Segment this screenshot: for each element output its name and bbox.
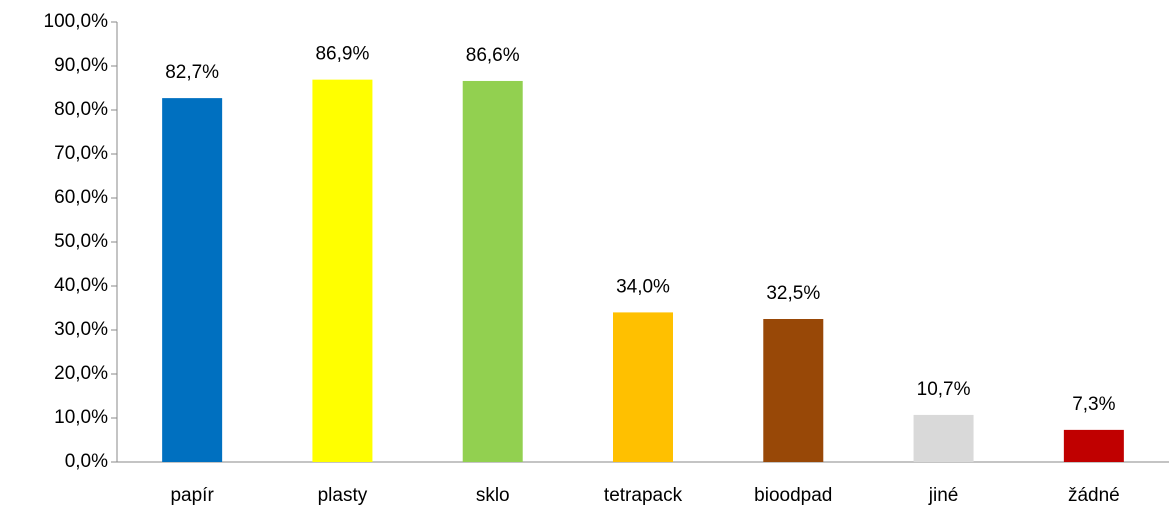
bar	[913, 414, 974, 462]
y-tick-label: 40,0%	[54, 275, 108, 296]
bar	[462, 80, 523, 463]
bar	[312, 79, 373, 462]
y-tick-label: 80,0%	[54, 99, 108, 120]
y-tick-label: 60,0%	[54, 187, 108, 208]
y-tick-label: 20,0%	[54, 363, 108, 384]
value-label: 82,7%	[165, 62, 219, 83]
value-label: 7,3%	[1072, 394, 1115, 415]
value-label: 10,7%	[917, 379, 971, 400]
bar	[613, 312, 673, 462]
x-tick-label: plasty	[318, 485, 368, 506]
y-tick-label: 50,0%	[54, 231, 108, 252]
y-tick-label: 70,0%	[54, 143, 108, 164]
y-tick-label: 30,0%	[54, 319, 108, 340]
bar	[763, 319, 824, 462]
bar	[162, 98, 223, 463]
value-label: 34,0%	[616, 276, 670, 297]
x-tick-label: sklo	[476, 485, 510, 506]
x-tick-label: žádné	[1068, 485, 1120, 506]
value-label: 86,9%	[315, 44, 369, 65]
x-tick-label: bioodpad	[754, 485, 832, 506]
x-tick-label: papír	[170, 485, 214, 506]
y-tick-label: 0,0%	[65, 451, 108, 472]
bar	[1063, 429, 1124, 462]
y-tick-label: 90,0%	[54, 55, 108, 76]
y-tick-label: 10,0%	[54, 407, 108, 428]
x-tick-label: jiné	[928, 485, 959, 506]
y-tick-label: 100,0%	[44, 11, 109, 32]
value-label: 32,5%	[766, 283, 820, 304]
x-tick-label: tetrapack	[604, 485, 683, 506]
value-label: 86,6%	[466, 45, 520, 66]
